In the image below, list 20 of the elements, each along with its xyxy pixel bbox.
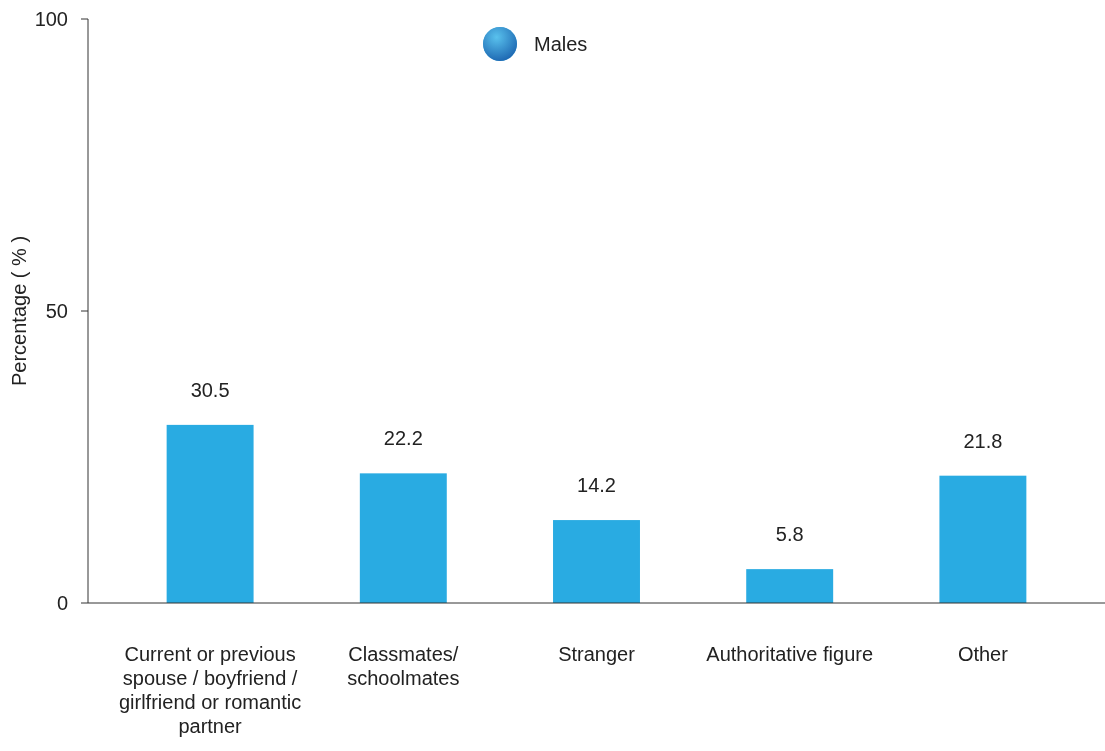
x-tick-label: Current or previous spouse / boyfriend / girlfriend or romantic partner — [118, 643, 302, 737]
bar — [359, 473, 447, 603]
bar — [746, 569, 834, 603]
bar — [939, 475, 1027, 603]
x-tick-label: Other — [957, 643, 1009, 665]
data-label: 14.2 — [577, 474, 616, 497]
y-tick-label: 50 — [45, 300, 68, 322]
data-label: 30.5 — [190, 378, 230, 401]
y-axis-title: Percentage ( % ) — [8, 235, 30, 387]
data-label: 5.8 — [775, 523, 804, 546]
data-label: 21.8 — [963, 429, 1003, 452]
x-tick-label: Stranger — [558, 643, 636, 665]
legend-label: Males — [534, 33, 588, 55]
bar — [553, 520, 640, 603]
y-tick-label: 0 — [56, 592, 68, 614]
bar — [166, 424, 254, 603]
y-tick-label: 100 — [34, 8, 68, 30]
x-tick-label: Classmates/ schoolmates — [347, 643, 460, 689]
x-tick-label: Authoritative figure — [706, 643, 874, 665]
data-label: 22.2 — [383, 427, 423, 450]
